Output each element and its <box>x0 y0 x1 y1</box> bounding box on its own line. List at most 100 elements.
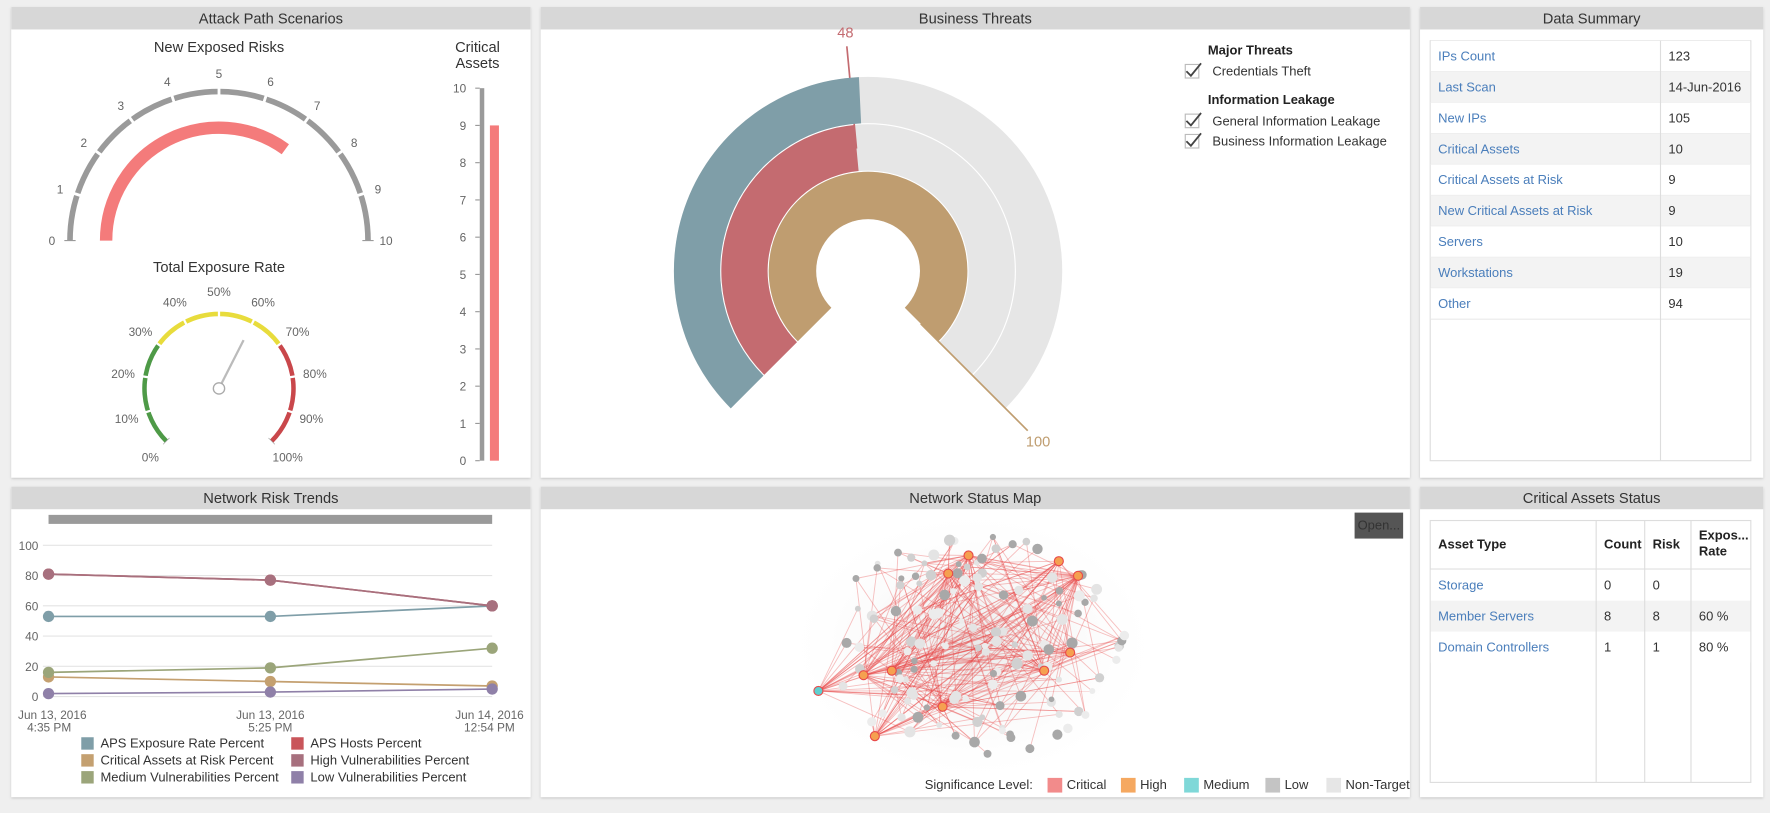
table-value: 0 <box>1604 577 1611 592</box>
network-edge <box>1002 631 1045 671</box>
network-edge <box>891 586 979 671</box>
legend-item[interactable]: Credentials Theft <box>1212 64 1311 79</box>
network-edge <box>818 642 848 692</box>
open-button[interactable] <box>1354 512 1404 539</box>
network-edge <box>818 631 997 692</box>
network-edge <box>978 647 1071 654</box>
network-edge <box>818 690 914 696</box>
gauge-tick <box>302 114 312 126</box>
gauge-tick-label: 100% <box>272 451 303 465</box>
network-node <box>916 580 923 587</box>
y-tick-label: 100 <box>19 539 39 553</box>
network-edge <box>976 560 1059 564</box>
network-edge <box>953 590 1071 653</box>
network-edge <box>945 560 1060 647</box>
network-edge <box>818 572 958 692</box>
network-edge <box>942 706 957 736</box>
network-edge <box>818 543 1013 692</box>
network-node <box>933 608 944 618</box>
table-value: 9 <box>1668 172 1675 187</box>
network-edge <box>1043 635 1125 672</box>
y-tick-label: 8 <box>460 156 467 170</box>
y-tick-label: 2 <box>460 380 467 394</box>
table-key[interactable]: New IPs <box>1438 110 1487 125</box>
network-node <box>903 647 912 656</box>
network-node <box>896 581 905 590</box>
network-edge <box>874 700 909 737</box>
table-value: 60 % <box>1699 608 1729 623</box>
table-key[interactable]: IPs Count <box>1438 49 1495 64</box>
network-edge <box>863 645 986 676</box>
column-header: Expos... <box>1699 528 1749 543</box>
network-node <box>955 561 962 568</box>
network-edge <box>863 540 955 676</box>
table-key[interactable]: Last Scan <box>1438 79 1496 94</box>
network-edge <box>891 670 902 718</box>
legend-swatch <box>291 737 304 750</box>
network-node <box>983 749 992 758</box>
asset-link[interactable]: Member Servers <box>1438 608 1534 623</box>
network-node <box>838 681 848 691</box>
network-edge <box>863 674 978 723</box>
table-key[interactable]: Critical Assets <box>1438 141 1520 156</box>
series-point <box>486 683 498 695</box>
network-node <box>894 548 902 557</box>
network-node <box>1039 665 1050 676</box>
panel <box>11 486 531 798</box>
network-edge <box>999 652 1071 706</box>
network-node <box>1025 744 1035 754</box>
legend-label: Low Vulnerabilities Percent <box>310 769 466 784</box>
gauge-tick <box>287 374 298 379</box>
network-edge <box>872 573 949 616</box>
y-tick-label: 10 <box>453 82 467 96</box>
network-edge <box>818 613 935 692</box>
x-tick-label: Jun 13, 2016 <box>236 708 305 722</box>
asset-link[interactable]: Storage <box>1438 577 1483 592</box>
table-row <box>1430 600 1751 632</box>
legend-item[interactable]: General Information Leakage <box>1212 113 1380 128</box>
network-node <box>1055 600 1062 607</box>
network-edge <box>863 595 1080 676</box>
gauge-tick-label: 2 <box>81 136 88 150</box>
network-node <box>1048 696 1055 703</box>
legend-label: Medium Vulnerabilities Percent <box>100 769 279 784</box>
table-key[interactable]: Servers <box>1438 234 1483 249</box>
network-node <box>858 670 869 681</box>
network-node <box>886 665 897 676</box>
network-edge <box>873 555 969 620</box>
network-edge <box>965 575 1079 700</box>
table-key[interactable]: New Critical Assets at Risk <box>1438 203 1593 218</box>
network-edge <box>855 555 969 579</box>
network-edge <box>924 555 969 564</box>
asset-link[interactable]: Domain Controllers <box>1438 639 1550 654</box>
open-button-label[interactable]: Open... <box>1358 518 1401 533</box>
network-edge <box>947 573 1003 731</box>
column-header: Asset Type <box>1438 537 1506 552</box>
table-value: 10 <box>1668 141 1682 156</box>
legend-item[interactable]: Business Information Leakage <box>1212 134 1386 149</box>
gauge-tick-label: 70% <box>286 325 310 339</box>
gauge-tick-label: 8 <box>351 136 358 150</box>
gauge-tick-label: 40% <box>163 295 187 309</box>
panel-header <box>540 486 1410 510</box>
table-key[interactable]: Critical Assets at Risk <box>1438 172 1563 187</box>
panel-header <box>540 6 1410 30</box>
legend-swatch <box>81 737 94 750</box>
network-edge <box>1001 575 1079 731</box>
gauge-band <box>270 343 296 443</box>
network-edge <box>947 573 1093 692</box>
network-edge <box>933 663 944 707</box>
network-edge <box>863 563 960 676</box>
network-node <box>962 695 970 703</box>
gauge-tick <box>154 341 164 349</box>
network-edge <box>874 574 1081 737</box>
table-key[interactable]: Other <box>1438 296 1471 311</box>
network-node <box>923 704 930 711</box>
table-key[interactable]: Workstations <box>1438 265 1513 280</box>
gauge-tick-label: 5 <box>216 67 223 81</box>
network-node <box>915 606 922 613</box>
network-node <box>972 716 983 728</box>
legend-label: Critical <box>1067 777 1107 792</box>
gauge-tick <box>274 341 284 349</box>
network-node <box>1011 658 1023 670</box>
